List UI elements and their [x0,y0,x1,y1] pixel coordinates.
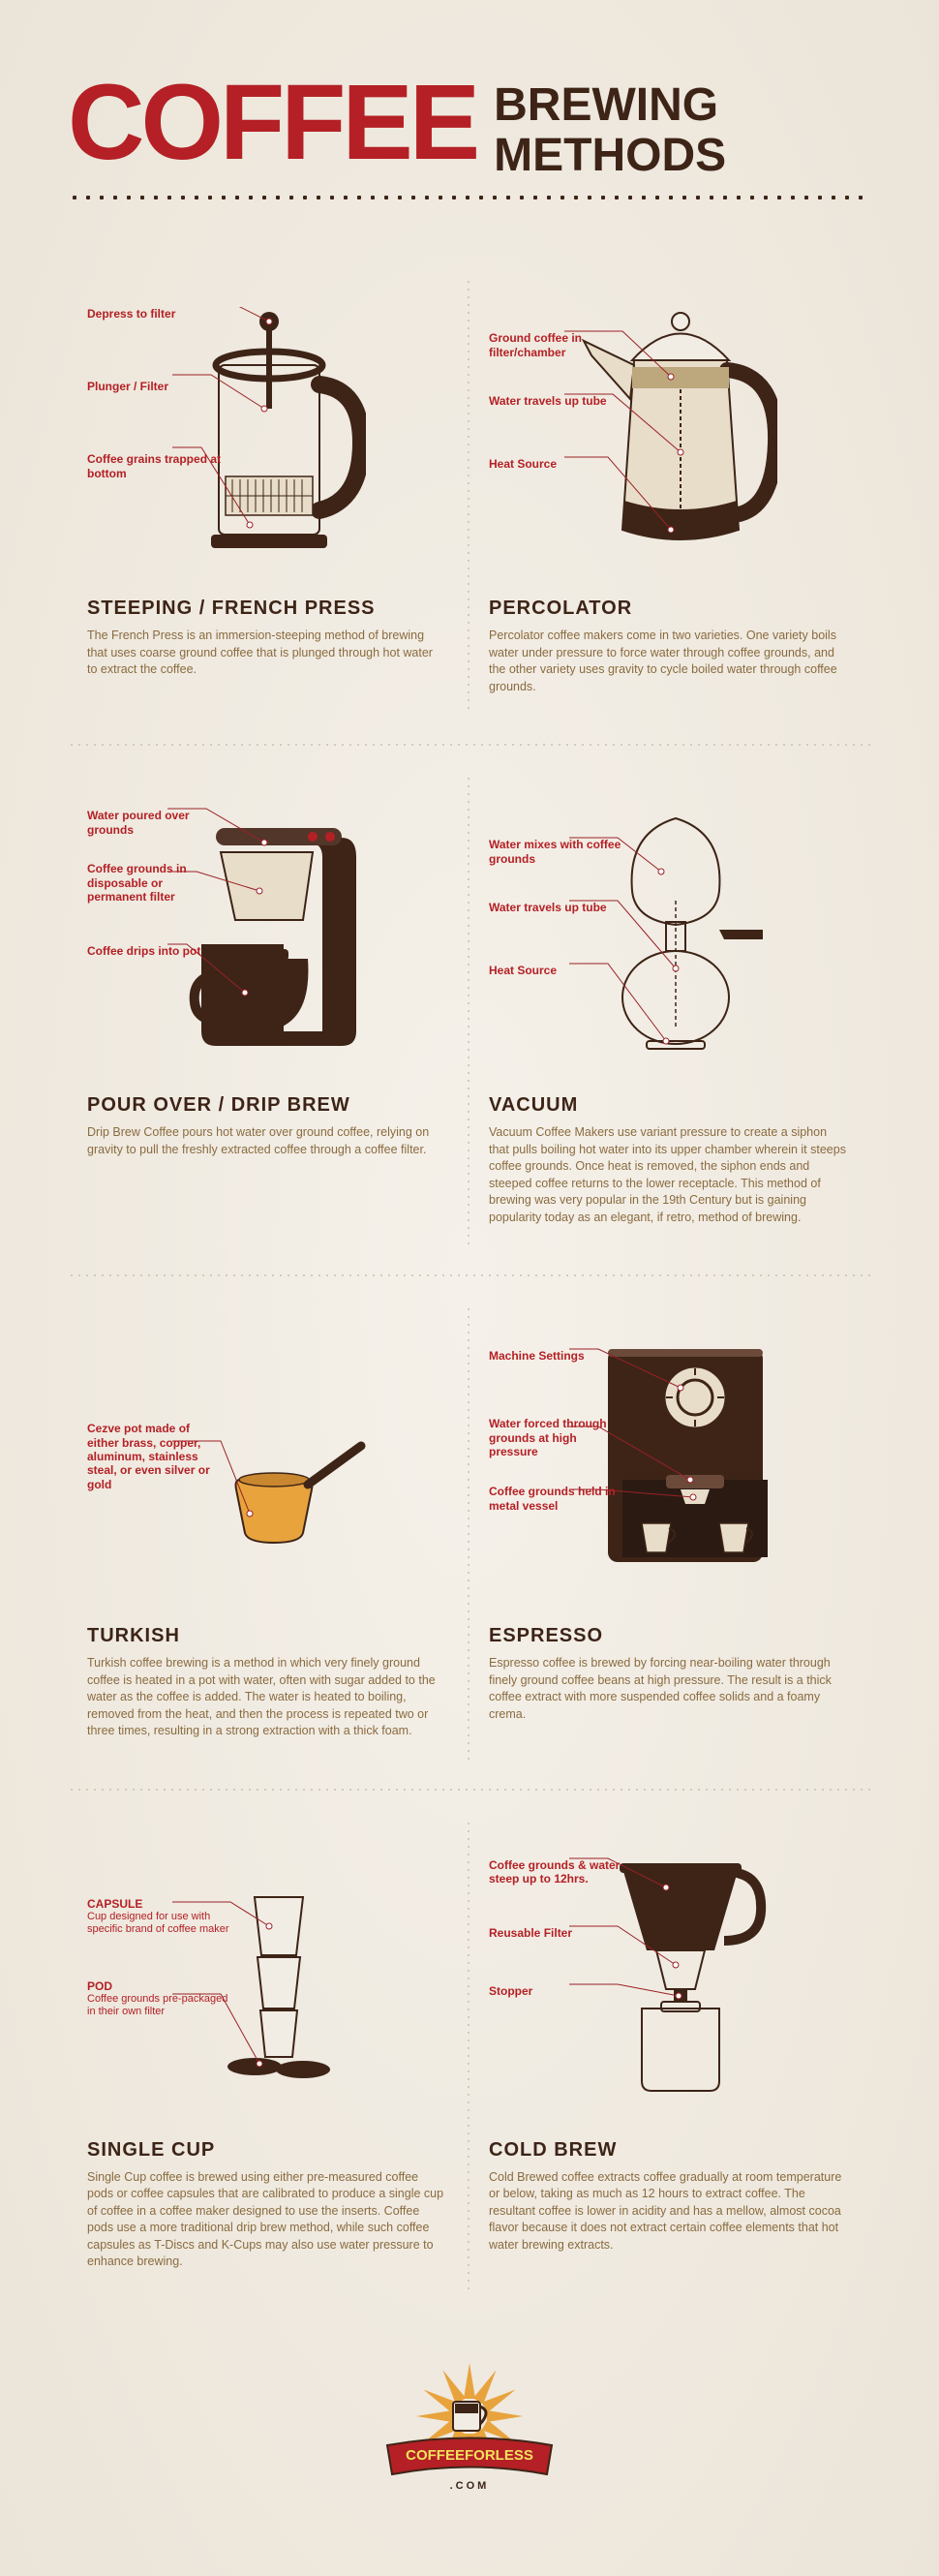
illus-vacuum: Water mixes with coffee grounds Water tr… [489,784,852,1075]
illus-espresso: Machine Settings Water forced through gr… [489,1315,852,1606]
method-desc: Cold Brewed coffee extracts coffee gradu… [489,2169,847,2254]
illus-single-cup: CAPSULE Cup designed for use with specif… [87,1829,450,2120]
method-title: STEEPING / FRENCH PRESS [87,598,450,620]
label: Heat Source [489,457,557,471]
method-desc: Vacuum Coffee Makers use variant pressur… [489,1124,847,1226]
method-desc: Turkish coffee brewing is a method in wh… [87,1655,445,1740]
method-title: ESPRESSO [489,1625,852,1647]
footer: COFFEEFORLESS .COM [68,2310,871,2537]
label: Plunger / Filter [87,380,168,393]
illus-percolator: Ground coffee in filter/chamber Water tr… [489,288,852,578]
row-sep [68,1789,871,1791]
svg-text:COFFEEFORLESS: COFFEEFORLESS [406,2447,533,2464]
cell-single-cup: CAPSULE Cup designed for use with specif… [68,1800,470,2310]
cell-percolator: Ground coffee in filter/chamber Water tr… [470,259,871,734]
cell-cold-brew: Coffee grounds & water steep up to 12hrs… [470,1800,871,2310]
svg-text:.COM: .COM [450,2480,490,2492]
method-desc: Drip Brew Coffee pours hot water over gr… [87,1124,445,1158]
cell-french-press: Depress to filter Plunger / Filter Coffe… [68,259,470,734]
illus-cold-brew: Coffee grounds & water steep up to 12hrs… [489,1829,852,2120]
method-desc: The French Press is an immersion-steepin… [87,628,445,679]
cell-drip: Water poured over grounds Coffee grounds… [68,755,470,1265]
title-sub1: BREWING [494,83,726,128]
cell-turkish: Cezve pot made of either brass, copper, … [68,1286,470,1779]
method-title: POUR OVER / DRIP BREW [87,1094,450,1117]
label: Stopper [489,1984,532,1998]
cell-vacuum: Water mixes with coffee grounds Water tr… [470,755,871,1265]
header-dots [68,195,871,200]
method-title: VACUUM [489,1094,852,1117]
title-main: COFFEE [68,77,476,169]
illus-turkish: Cezve pot made of either brass, copper, … [87,1315,450,1606]
method-title: PERCOLATOR [489,598,852,620]
brand-logo: COFFEEFORLESS .COM [378,2358,561,2508]
method-title: TURKISH [87,1625,450,1647]
row-sep [68,1274,871,1276]
infographic-page: COFFEE BREWING METHODS [0,0,939,2576]
illus-drip: Water poured over grounds Coffee grounds… [87,784,450,1075]
row-sep [68,744,871,746]
method-desc: Single Cup coffee is brewed using either… [87,2169,445,2271]
method-desc: Espresso coffee is brewed by forcing nea… [489,1655,847,1723]
title-sub2: METHODS [494,134,726,178]
methods-grid: Depress to filter Plunger / Filter Coffe… [68,259,871,2310]
illus-french-press: Depress to filter Plunger / Filter Coffe… [87,288,450,578]
cell-espresso: Machine Settings Water forced through gr… [470,1286,871,1779]
method-title: SINGLE CUP [87,2139,450,2162]
label: Reusable Filter [489,1926,572,1940]
method-title: COLD BREW [489,2139,852,2162]
label: Depress to filter [87,307,175,321]
method-desc: Percolator coffee makers come in two var… [489,628,847,695]
header: COFFEE BREWING METHODS [68,77,871,200]
label: Heat Source [489,964,557,977]
